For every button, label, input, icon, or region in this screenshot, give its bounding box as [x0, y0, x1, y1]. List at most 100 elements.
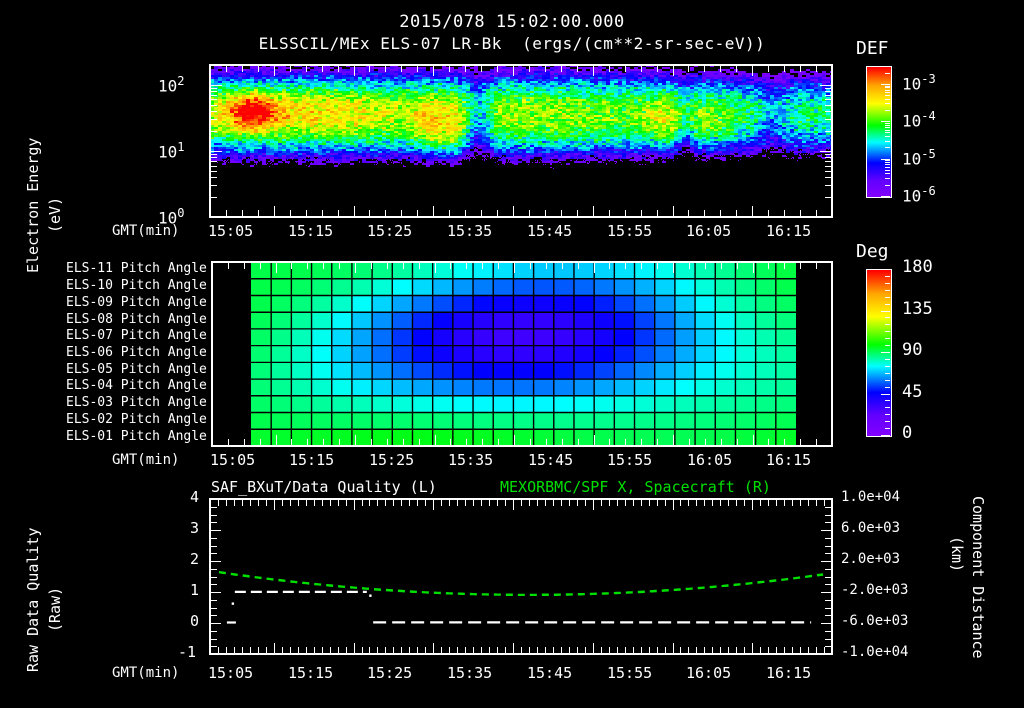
axis-tick: [617, 647, 618, 653]
axis-tick: [228, 263, 229, 269]
colorbar-tick: [885, 141, 890, 142]
axis-tick: [339, 263, 340, 269]
colorbar-tick: [885, 99, 890, 100]
axis-tick: [521, 647, 522, 653]
axis-tick: [425, 500, 426, 506]
panel3-ytick-left-0: 4: [190, 488, 200, 506]
axis-tick: [211, 654, 221, 655]
axis-tick: [825, 553, 831, 554]
axis-tick: [529, 500, 530, 506]
axis-tick: [210, 66, 211, 72]
axis-tick: [625, 439, 626, 445]
axis-tick: [211, 592, 221, 593]
colorbar-tick: [885, 185, 890, 186]
axis-tick: [258, 500, 259, 506]
axis-tick: [625, 500, 626, 506]
axis-tick: [561, 210, 562, 216]
axis-tick: [825, 507, 831, 508]
colorbar-tick: [885, 400, 890, 401]
axis-tick: [537, 500, 538, 506]
colorbar-def-label-2: 10-5: [902, 147, 936, 169]
colorbar-def-label-0: 10-3: [902, 72, 936, 94]
axis-tick: [481, 500, 482, 506]
axis-tick: [832, 206, 833, 216]
colorbar-tick: [885, 127, 890, 128]
axis-tick: [825, 166, 831, 167]
axis-tick: [825, 631, 831, 632]
axis-tick: [529, 647, 530, 653]
axis-tick: [211, 499, 221, 500]
axis-tick: [760, 500, 761, 506]
axis-tick: [274, 500, 275, 510]
axis-tick: [210, 647, 211, 653]
axis-tick: [720, 500, 721, 506]
panel3-frame: [209, 498, 833, 655]
colorbar-tick: [885, 95, 890, 96]
colorbar-tick: [885, 147, 890, 148]
axis-tick: [657, 66, 658, 72]
colorbar-tick: [885, 276, 890, 277]
axis-tick: [401, 210, 402, 216]
axis-tick: [419, 439, 420, 445]
axis-tick: [521, 500, 522, 506]
axis-tick: [211, 522, 217, 523]
axis-tick: [720, 647, 721, 653]
axis-tick: [355, 263, 356, 273]
axis-tick: [306, 647, 307, 653]
panel-pitch-angle: ELS-11 Pitch Angle ELS-10 Pitch Angle ELS-…: [0, 255, 1024, 468]
axis-tick: [825, 546, 831, 547]
axis-tick: [387, 263, 388, 269]
colorbar-tick: [885, 407, 890, 408]
axis-tick: [577, 66, 578, 72]
axis-tick: [680, 500, 681, 506]
axis-tick: [792, 647, 793, 653]
axis-tick: [489, 647, 490, 653]
axis-tick: [649, 647, 650, 653]
colorbar-tick: [885, 125, 890, 126]
panel3-ytick-right-5: -1.0e+04: [841, 644, 909, 660]
colorbar-tick: [885, 132, 890, 133]
colorbar-tick: [885, 110, 890, 111]
axis-tick: [569, 500, 570, 506]
axis-tick: [291, 439, 292, 445]
axis-tick: [736, 210, 737, 216]
axis-tick: [545, 210, 546, 216]
colorbar-tick: [885, 283, 890, 284]
colorbar-tick: [885, 331, 890, 332]
colorbar-tick: [881, 352, 890, 353]
axis-tick: [633, 500, 634, 506]
axis-tick: [473, 500, 474, 506]
panel2-xtick-1: 15:15: [289, 451, 335, 469]
axis-tick: [594, 263, 595, 273]
colorbar-tick: [885, 92, 890, 93]
axis-tick: [211, 157, 217, 158]
axis-tick: [513, 500, 514, 510]
axis-tick: [211, 131, 217, 132]
axis-tick: [705, 439, 706, 445]
axis-tick: [657, 439, 658, 445]
panel3-title-right: MEXORBMC/SPF X, Spacecraft (R): [500, 478, 771, 496]
panel2-xtick-3: 15:35: [448, 451, 494, 469]
axis-tick: [339, 439, 340, 445]
axis-tick: [433, 500, 434, 510]
axis-tick: [266, 647, 267, 653]
axis-tick: [505, 500, 506, 506]
axis-tick: [688, 500, 689, 506]
axis-tick: [211, 561, 221, 562]
axis-tick: [825, 95, 831, 96]
axis-tick: [417, 66, 418, 72]
axis-tick: [290, 210, 291, 216]
axis-tick: [449, 66, 450, 72]
axis-tick: [821, 499, 831, 500]
axis-tick: [545, 500, 546, 506]
axis-tick: [409, 647, 410, 653]
axis-tick: [226, 66, 227, 72]
pitch-angle-row-label-5: ELS-05 Pitch Angle: [66, 362, 207, 377]
panel3-xlabel: GMT(min): [112, 665, 180, 681]
axis-tick: [401, 66, 402, 72]
axis-tick: [211, 166, 217, 167]
axis-tick: [514, 263, 515, 273]
colorbar-tick: [885, 160, 890, 161]
axis-tick: [282, 647, 283, 653]
colorbar-tick: [885, 317, 890, 318]
